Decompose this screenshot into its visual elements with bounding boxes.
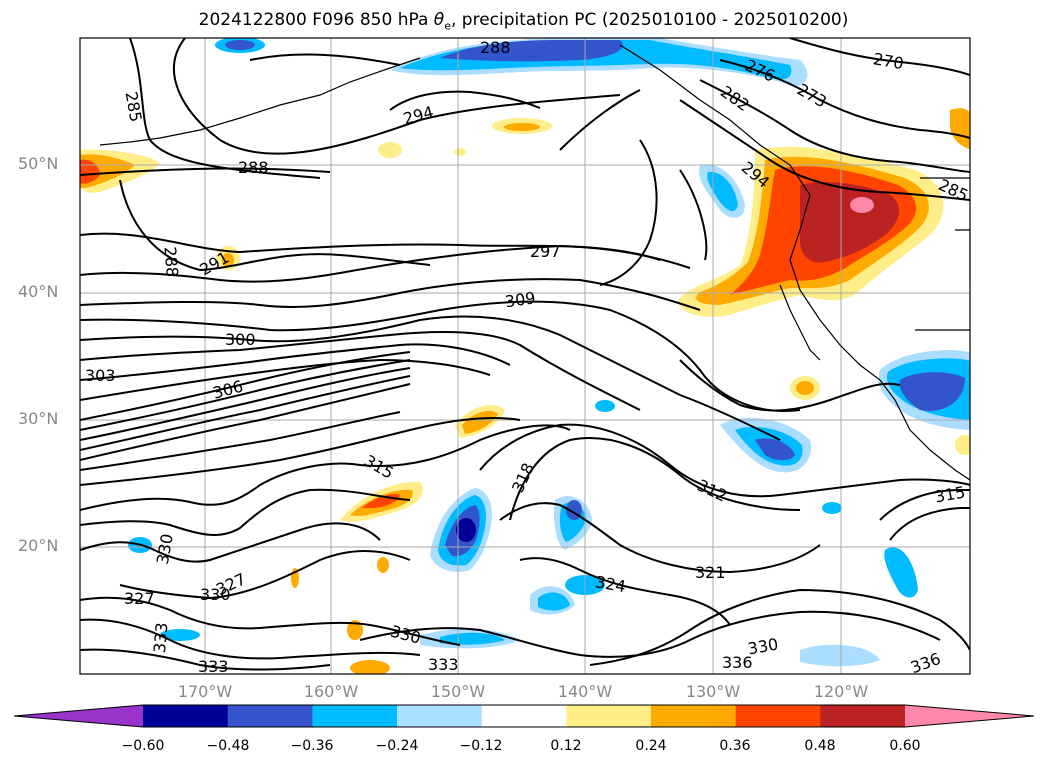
contour-label: 333 [150, 622, 172, 654]
lon-label-120w: 120°W [813, 682, 869, 701]
lat-label-20n: 20°N [18, 536, 59, 555]
colorbar-segment [312, 705, 398, 727]
contour-label: 309 [504, 288, 537, 311]
colorbar-tick: 0.12 [550, 738, 582, 754]
colorbar-segment [735, 705, 821, 727]
contour-label: 336 [722, 653, 753, 672]
colorbar-segment [651, 705, 737, 727]
map-title: 2024122800 F096 850 hPa θe, precipitatio… [198, 10, 849, 33]
contour-label: 288 [238, 158, 269, 177]
contour-label: 288 [160, 246, 182, 278]
colorbar-tick: −0.48 [206, 738, 250, 754]
graticule [80, 38, 970, 674]
lat-label-30n: 30°N [18, 409, 59, 428]
colorbar-segment [227, 705, 313, 727]
theta-e-contours [80, 38, 970, 671]
colorbar-outline [13, 704, 1035, 728]
colorbar-tick: 0.36 [719, 738, 751, 754]
colorbar-segment [481, 705, 567, 727]
colorbar-tick: −0.24 [375, 738, 419, 754]
contour-label: 303 [85, 366, 116, 385]
colorbar-extend-min [14, 705, 143, 727]
colorbar [13, 704, 1035, 728]
lon-label-170w: 170°W [177, 682, 233, 701]
contour-label: 333 [428, 655, 459, 674]
contour-label: 330 [200, 585, 231, 604]
map-plot: 285 288 288 288 291 294 297 300 303 306 … [79, 37, 971, 676]
contour-label: 321 [695, 563, 726, 582]
precip-shading [80, 38, 970, 674]
colorbar-tick: −0.12 [459, 738, 503, 754]
lat-label-50n: 50°N [18, 154, 59, 173]
colorbar-segment [820, 705, 906, 727]
contour-label: 300 [225, 330, 256, 349]
lon-label-160w: 160°W [303, 682, 359, 701]
colorbar-segments [14, 705, 1034, 727]
contour-label: 288 [480, 38, 511, 57]
lat-label-40n: 40°N [18, 282, 59, 301]
colorbar-extend-max [905, 705, 1034, 727]
colorbar-tick: 0.60 [889, 738, 921, 754]
map-frame [79, 37, 971, 675]
colorbar-segment [397, 705, 483, 727]
lon-label-150w: 150°W [430, 682, 486, 701]
coastlines [99, 44, 970, 481]
colorbar-tick: 0.24 [635, 738, 667, 754]
colorbar-segment [143, 705, 229, 727]
colorbar-tick: −0.36 [290, 738, 334, 754]
lon-label-140w: 140°W [557, 682, 613, 701]
lon-label-130w: 130°W [685, 682, 741, 701]
colorbar-tick: 0.48 [804, 738, 836, 754]
contour-label: 297 [530, 242, 561, 261]
colorbar-tick: −0.60 [121, 738, 165, 754]
contour-label: 327 [124, 589, 155, 608]
colorbar-segment [566, 705, 652, 727]
contour-label: 333 [198, 657, 229, 676]
